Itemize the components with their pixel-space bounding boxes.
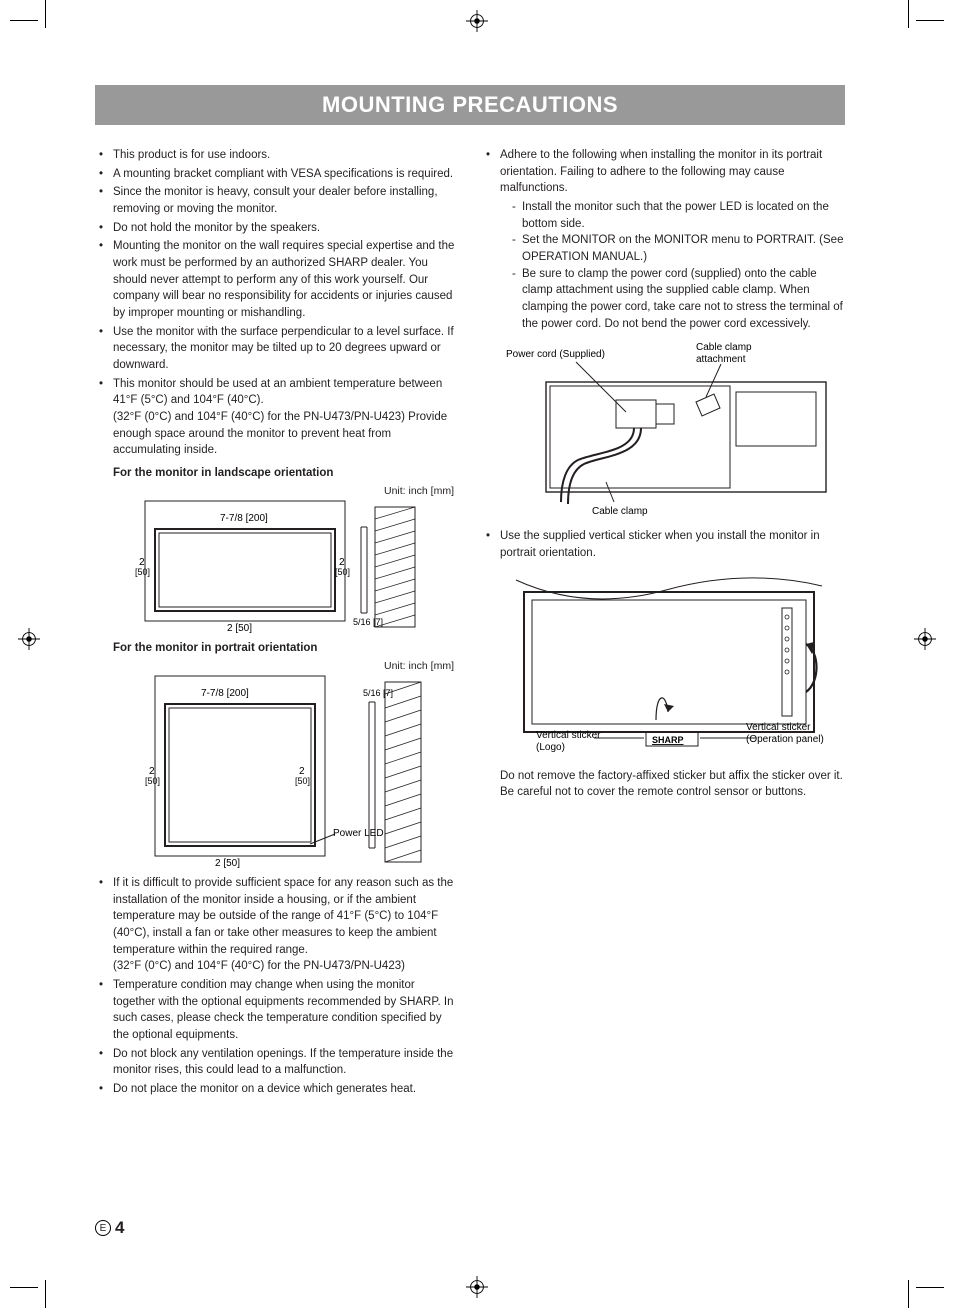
page-number: E 4: [95, 1218, 124, 1238]
bullet-list: If it is difficult to provide sufficient…: [95, 875, 458, 1098]
crop-mark: [916, 20, 944, 21]
svg-text:5/16 [7]: 5/16 [7]: [363, 688, 393, 698]
list-item: A mounting bracket compliant with VESA s…: [95, 166, 458, 183]
svg-text:SHARP: SHARP: [652, 735, 684, 745]
registration-mark-icon: [18, 628, 40, 650]
list-item: Do not place the monitor on a device whi…: [95, 1081, 458, 1098]
portrait-clearance-diagram: Unit: inch [mm]: [135, 659, 458, 869]
svg-text:[50]: [50]: [335, 567, 350, 577]
svg-text:Power LED: Power LED: [333, 828, 384, 839]
svg-text:Vertical sticker: Vertical sticker: [536, 730, 601, 741]
crop-mark: [908, 1280, 909, 1308]
crop-mark: [45, 0, 46, 28]
landscape-clearance-diagram: Unit: inch [mm]: [135, 484, 458, 634]
svg-text:Cable clamp: Cable clamp: [696, 342, 752, 353]
registration-mark-icon: [914, 628, 936, 650]
list-item: Do not hold the monitor by the speakers.: [95, 220, 458, 237]
svg-text:Cable clamp: Cable clamp: [592, 506, 648, 517]
crop-mark: [908, 0, 909, 28]
crop-mark: [45, 1280, 46, 1308]
bullet-list: Use the supplied vertical sticker when y…: [482, 528, 845, 561]
svg-text:7-7/8 [200]: 7-7/8 [200]: [201, 688, 249, 699]
svg-text:7-7/8 [200]: 7-7/8 [200]: [220, 513, 268, 524]
right-column: Adhere to the following when installing …: [482, 147, 845, 1100]
list-item: This monitor should be used at an ambien…: [95, 376, 458, 459]
sub-item: Be sure to clamp the power cord (supplie…: [512, 266, 845, 333]
list-item: Temperature condition may change when us…: [95, 977, 458, 1044]
svg-text:[50]: [50]: [295, 776, 310, 786]
bullet-list: This product is for use indoors. A mount…: [95, 147, 458, 459]
list-item-text: Adhere to the following when installing …: [500, 149, 822, 194]
crop-mark: [10, 1287, 38, 1288]
crop-mark: [10, 20, 38, 21]
svg-text:2 [50]: 2 [50]: [227, 623, 252, 634]
svg-text:Vertical sticker: Vertical sticker: [746, 722, 811, 733]
registration-mark-icon: [466, 1276, 488, 1298]
list-item: Use the supplied vertical sticker when y…: [482, 528, 845, 561]
svg-text:(Logo): (Logo): [536, 742, 565, 753]
svg-text:[50]: [50]: [135, 567, 150, 577]
page-content: MOUNTING PRECAUTIONS This product is for…: [95, 85, 845, 1100]
left-column: This product is for use indoors. A mount…: [95, 147, 458, 1100]
list-item: This product is for use indoors.: [95, 147, 458, 164]
bullet-list: Adhere to the following when installing …: [482, 147, 845, 332]
svg-text:5/16 [7]: 5/16 [7]: [353, 617, 383, 627]
note-text: Do not remove the factory-affixed sticke…: [482, 768, 845, 801]
cable-clamp-diagram: Power cord (Supplied) Cable clamp attach…: [506, 342, 845, 522]
list-item: Use the monitor with the surface perpend…: [95, 324, 458, 374]
diagram-caption: For the monitor in landscape orientation: [113, 465, 458, 482]
page-title: MOUNTING PRECAUTIONS: [95, 85, 845, 125]
svg-text:[50]: [50]: [145, 776, 160, 786]
diagram-caption: For the monitor in portrait orientation: [113, 640, 458, 657]
sub-item: Set the MONITOR on the MONITOR menu to P…: [512, 232, 845, 265]
svg-text:2 [50]: 2 [50]: [215, 858, 240, 869]
list-item: If it is difficult to provide sufficient…: [95, 875, 458, 975]
svg-text:Power cord (Supplied): Power cord (Supplied): [506, 349, 605, 360]
svg-text:attachment: attachment: [696, 354, 746, 365]
vertical-sticker-diagram: Vertical sticker (Logo) Vertical sticker…: [506, 572, 845, 762]
list-item: Mounting the monitor on the wall require…: [95, 238, 458, 321]
crop-mark: [916, 1287, 944, 1288]
sub-item: Install the monitor such that the power …: [512, 199, 845, 232]
page-lang-badge: E: [95, 1220, 111, 1236]
page-number-value: 4: [115, 1218, 124, 1238]
list-item: Do not block any ventilation openings. I…: [95, 1046, 458, 1079]
list-item: Adhere to the following when installing …: [482, 147, 845, 332]
svg-text:(Operation panel): (Operation panel): [746, 734, 824, 745]
unit-label: Unit: inch [mm]: [135, 484, 458, 499]
list-item: Since the monitor is heavy, consult your…: [95, 184, 458, 217]
registration-mark-icon: [466, 10, 488, 32]
unit-label: Unit: inch [mm]: [135, 659, 458, 674]
